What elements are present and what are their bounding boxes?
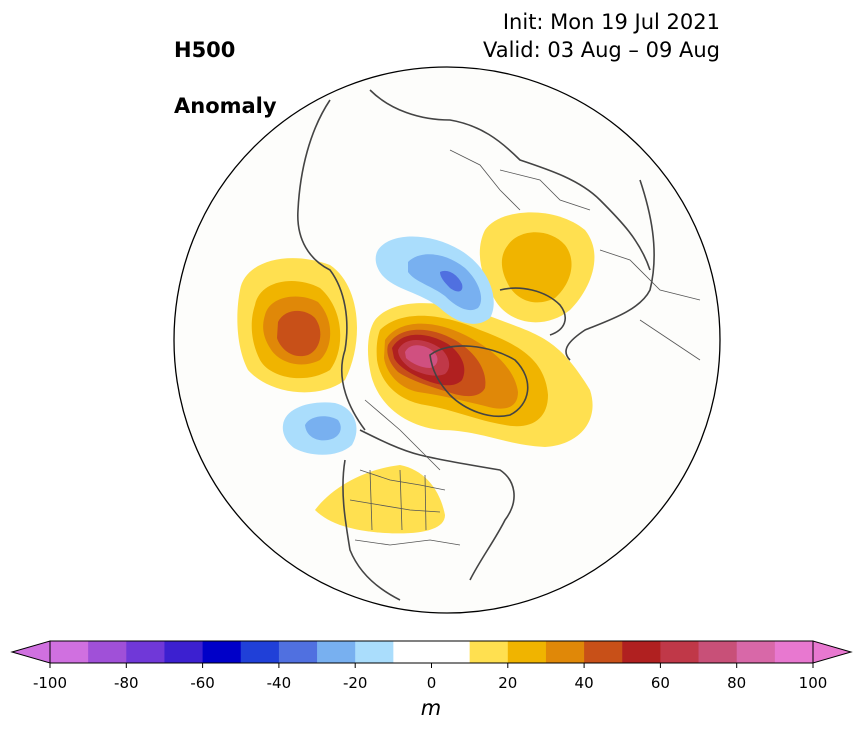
polar-map (173, 66, 721, 614)
colorbar-extend-low (10, 640, 51, 664)
central-us-ridge (315, 465, 445, 534)
colorbar-box (660, 641, 700, 663)
scandinavia-ridge (479, 212, 595, 323)
colorbar-box (355, 641, 394, 663)
colorbar-box (240, 641, 280, 663)
colorbar-tick-label: 40 (575, 674, 594, 692)
colorbar-extend-high (812, 640, 853, 664)
siberia-trough (375, 236, 494, 324)
colorbar-tick-label: -20 (343, 674, 368, 692)
greenland-ridge (367, 303, 593, 447)
colorbar-box (50, 641, 89, 663)
colorbar-box (622, 641, 661, 663)
colorbar-box (164, 641, 204, 663)
colorbar-box (317, 641, 356, 663)
colorbar-tick-label: 20 (498, 674, 517, 692)
colorbar-tick-label: -40 (267, 674, 292, 692)
colorbar-tick-label: -100 (33, 674, 67, 692)
colorbar-tick-label: -80 (114, 674, 139, 692)
colorbar-box (88, 641, 127, 663)
colorbar-box (736, 641, 776, 663)
colorbar-box (278, 641, 318, 663)
coastlines (297, 89, 655, 601)
alaska-ridge (237, 258, 357, 393)
title-line-1: H500 (174, 38, 236, 62)
colorbar-box (584, 641, 623, 663)
colorbar-box (202, 641, 242, 663)
map-title: H500 Anomaly (174, 8, 277, 148)
colorbar-box (507, 641, 547, 663)
anomaly-field (237, 89, 701, 601)
colorbar-box (393, 641, 471, 663)
colorbar-tick-label: 0 (427, 674, 437, 692)
title-line-2: Anomaly (174, 94, 277, 118)
globe-outline (173, 66, 721, 614)
colorbar-tick-label: 80 (727, 674, 746, 692)
colorbar-box (545, 641, 585, 663)
gulf-of-alaska-trough (282, 402, 357, 455)
colorbar-tick-label: -60 (190, 674, 215, 692)
colorbar: -100 -80 -60 -40 -20 0 20 40 60 80 100 m (10, 640, 853, 720)
colorbar-ticks: -100 -80 -60 -40 -20 0 20 40 60 80 100 (33, 663, 827, 692)
colorbar-tick-label: 60 (651, 674, 670, 692)
borders (349, 149, 701, 546)
colorbar-boxes (10, 640, 853, 664)
valid-time: Valid: 03 Aug – 09 Aug (482, 38, 720, 62)
colorbar-box (698, 641, 738, 663)
colorbar-box (469, 641, 509, 663)
colorbar-unit-label: m (421, 696, 441, 720)
colorbar-tick-label: 100 (799, 674, 828, 692)
run-info: Init: Mon 19 Jul 2021 Valid: 03 Aug – 09… (483, 8, 720, 64)
colorbar-box (774, 641, 814, 663)
init-time: Init: Mon 19 Jul 2021 (502, 10, 720, 34)
colorbar-box (126, 641, 165, 663)
